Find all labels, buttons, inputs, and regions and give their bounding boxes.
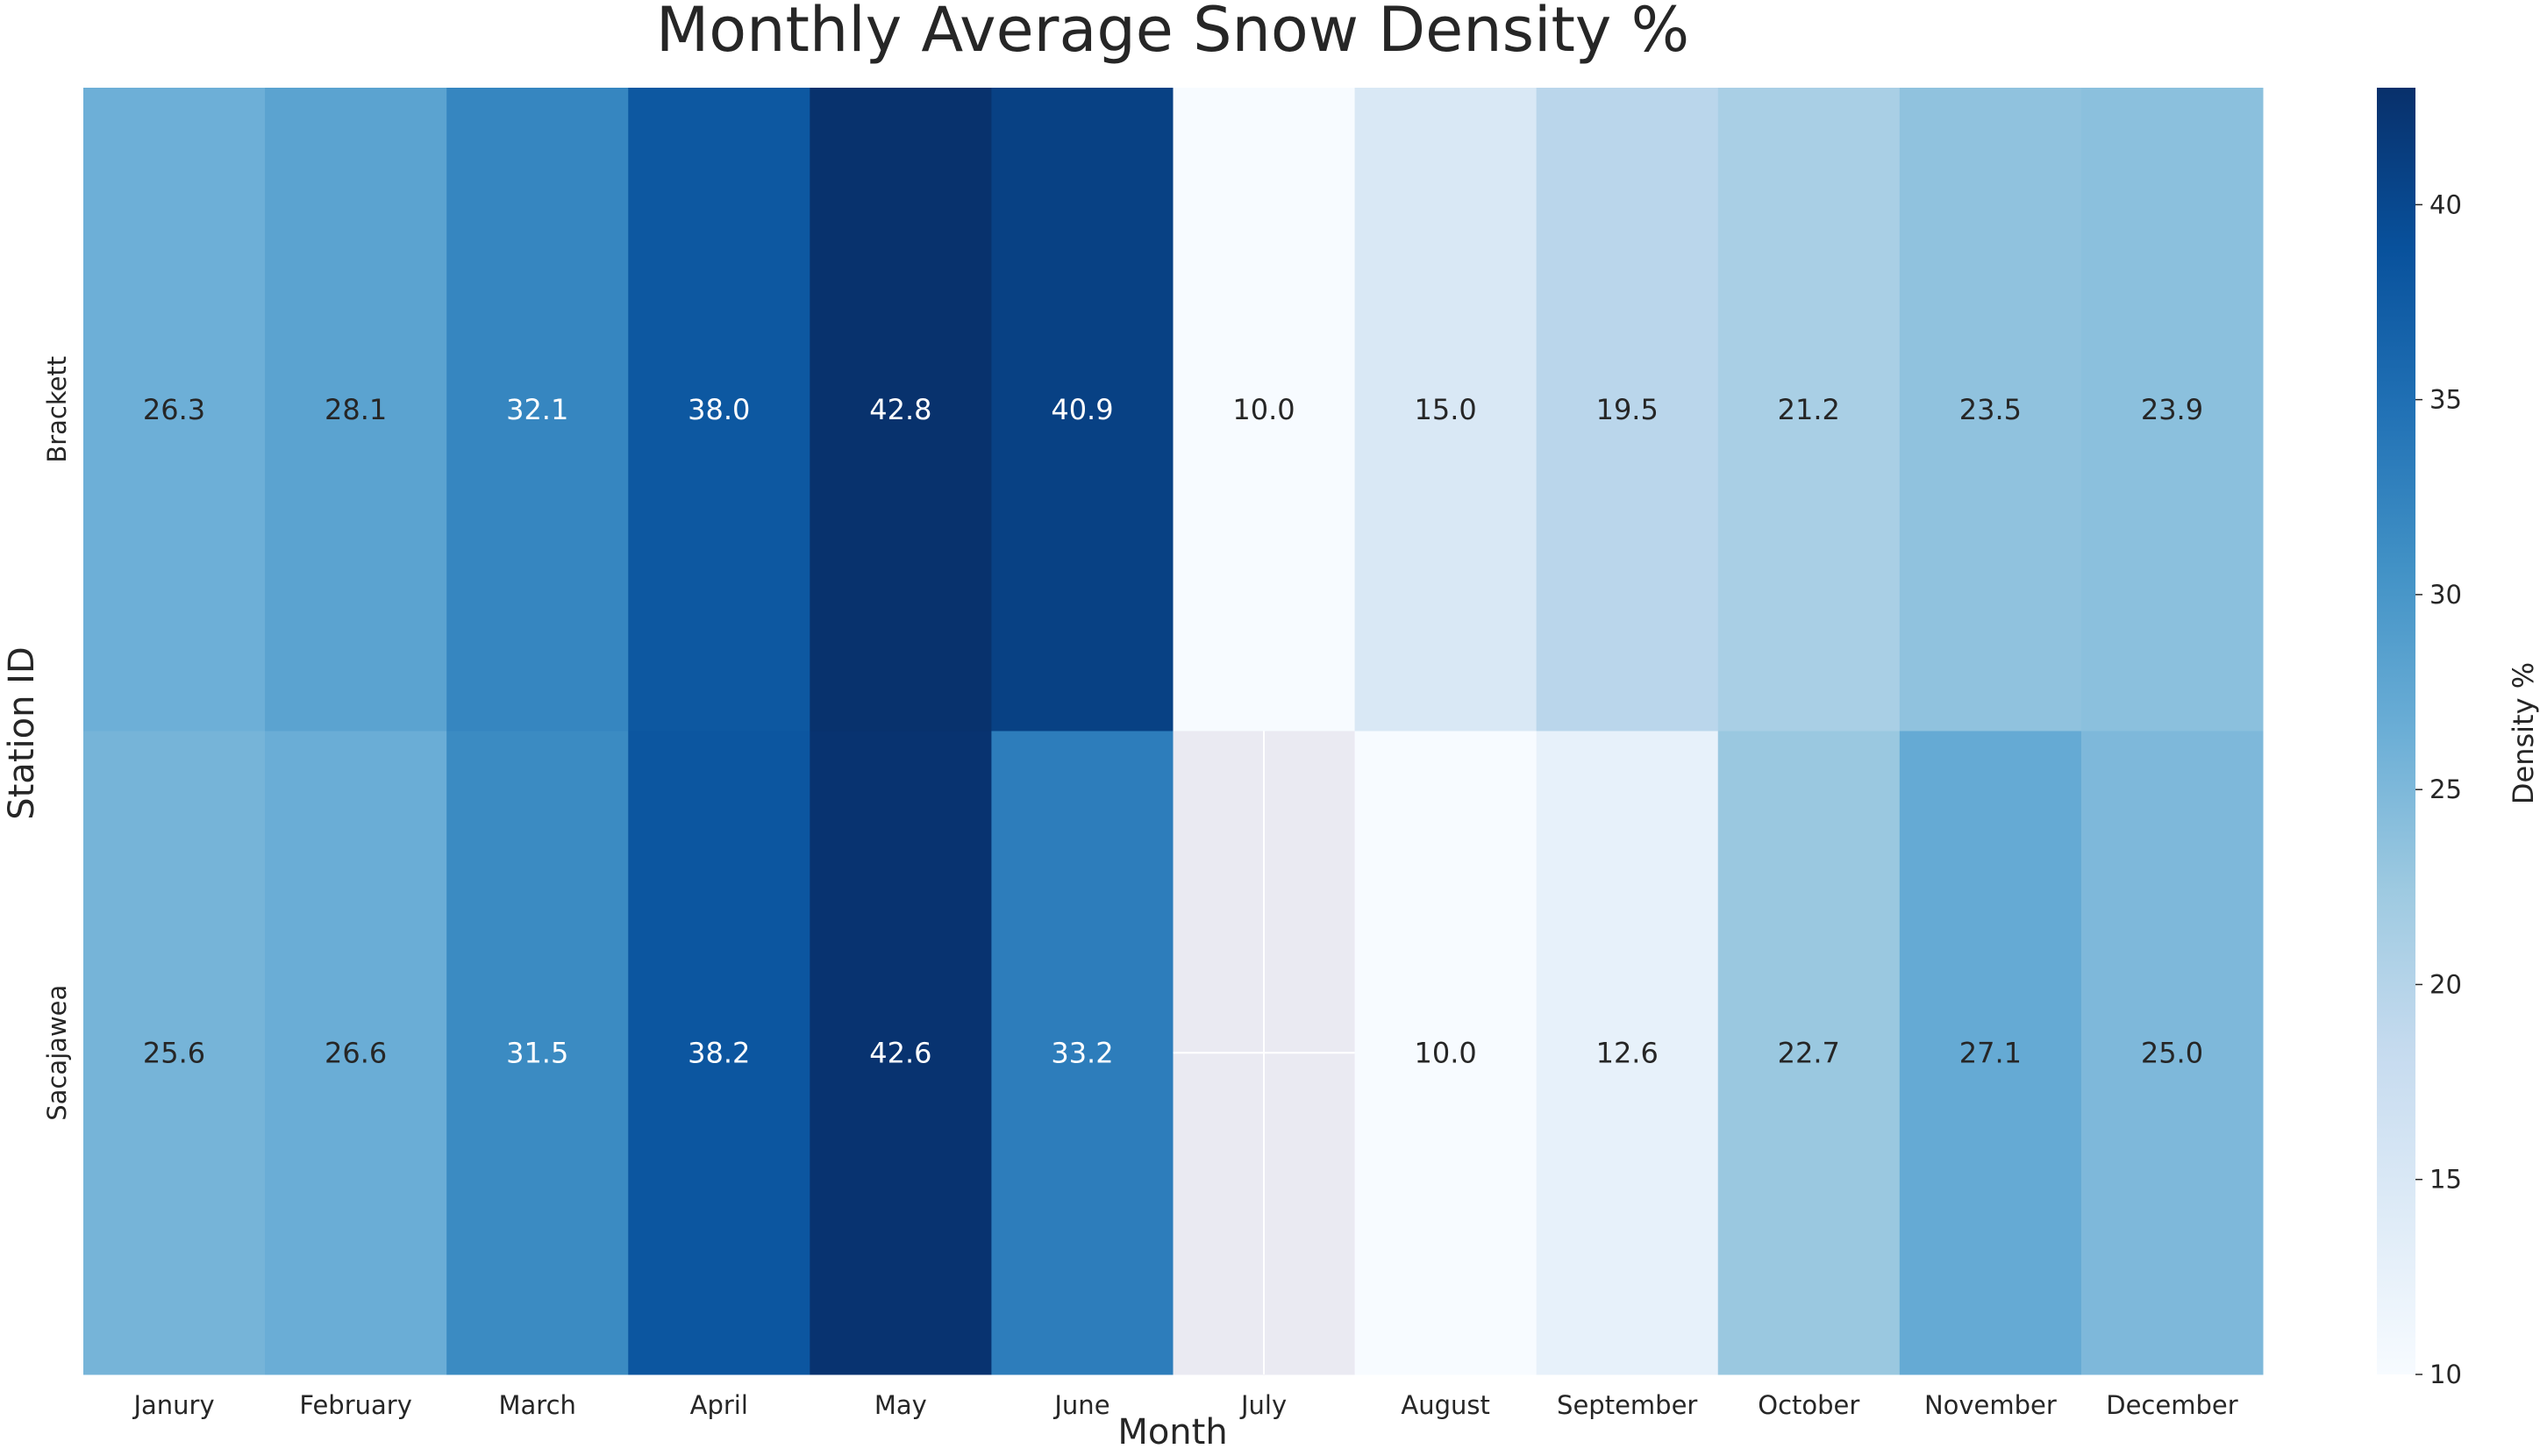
heatmap-cell (810, 88, 992, 732)
colorbar-label: Density % (2507, 662, 2540, 804)
x-tick-label: April (690, 1390, 748, 1420)
colorbar-tick-label: 35 (2429, 385, 2462, 415)
colorbar-tick-label: 25 (2429, 774, 2462, 804)
cell-value-label: 10.0 (1232, 393, 1295, 426)
heatmap-cell (628, 88, 810, 732)
x-axis-tick-labels: Janury February March April May June July Augus… (132, 1390, 2237, 1420)
heatmap-cells (83, 88, 2264, 1375)
colorbar-tick-label: 30 (2429, 580, 2462, 610)
cell-value-label: 40.9 (1051, 393, 1113, 426)
cell-value-label: 31.5 (506, 1036, 568, 1069)
y-tick-label: Brackett (42, 356, 72, 463)
cell-value-label: 33.2 (1051, 1036, 1113, 1069)
cell-value-label: 15.0 (1415, 393, 1477, 426)
heatmap-cell (991, 88, 1174, 732)
heatmap-cell (810, 731, 992, 1375)
x-tick-label: May (874, 1390, 927, 1420)
heatmap-cell (2080, 731, 2264, 1375)
cell-value-label: 25.0 (2141, 1036, 2203, 1069)
colorbar-ticks: 10 15 20 25 30 35 40 (2415, 189, 2462, 1389)
cell-value-label: 25.6 (143, 1036, 205, 1069)
heatmap-cell (2080, 88, 2264, 732)
cell-value-label: 23.5 (1959, 393, 2022, 426)
colorbar-tick-label: 15 (2429, 1165, 2462, 1195)
cell-value-label: 22.7 (1778, 1036, 1840, 1069)
x-tick-label: February (299, 1390, 412, 1420)
x-tick-label: July (1239, 1390, 1287, 1420)
y-tick-label: Sacajawea (42, 985, 72, 1121)
y-axis-label: Station ID (2, 646, 42, 820)
x-tick-label: October (1758, 1390, 1859, 1420)
colorbar-tick-label: 40 (2429, 189, 2462, 219)
colorbar-tick-label: 20 (2429, 969, 2462, 999)
heatmap-cell (265, 88, 447, 732)
colorbar-tick-label: 10 (2429, 1360, 2462, 1389)
cell-value-label: 23.9 (2141, 393, 2203, 426)
heatmap-cell (1354, 731, 1538, 1375)
heatmap-cell (83, 731, 266, 1375)
heatmap-cell (1536, 731, 1719, 1375)
heatmap-cell (446, 731, 629, 1375)
heatmap-cell (1717, 88, 1901, 732)
cell-value-label: 19.5 (1596, 393, 1659, 426)
heatmap-cell (1173, 88, 1356, 732)
cell-value-label: 27.1 (1959, 1036, 2022, 1069)
x-tick-label: September (1557, 1390, 1697, 1420)
y-axis-tick-labels: Brackett Sacajawea (42, 356, 72, 1121)
heatmap-cell (1717, 731, 1901, 1375)
heatmap-cell-labels: 26.3 28.1 32.1 38.0 42.8 40.9 10.0 15.0 19.5 21.2… (143, 393, 2203, 1070)
heatmap-cell (1899, 731, 2082, 1375)
cell-value-label: 32.1 (506, 393, 568, 426)
cell-value-label: 42.8 (869, 393, 931, 426)
cell-value-label: 38.2 (688, 1036, 750, 1069)
cell-value-label: 12.6 (1596, 1036, 1659, 1069)
chart-title: Monthly Average Snow Density % (656, 0, 1689, 66)
heatmap-cell (446, 88, 629, 732)
x-tick-label: June (1052, 1390, 1109, 1420)
heatmap-cell (1536, 88, 1719, 732)
cell-value-label: 38.0 (688, 393, 750, 426)
heatmap-cell (1899, 88, 2082, 732)
cell-value-label: 26.6 (325, 1036, 387, 1069)
colorbar (2377, 88, 2415, 1374)
x-tick-label: March (499, 1390, 576, 1420)
heatmap-cell (265, 731, 447, 1375)
x-tick-label: August (1401, 1390, 1490, 1420)
heatmap-cell (83, 88, 266, 732)
x-tick-label: Janury (132, 1390, 214, 1420)
cell-value-label: 28.1 (325, 393, 387, 426)
heatmap-cell (628, 731, 810, 1375)
heatmap-cell (1354, 88, 1538, 732)
heatmap-cell (991, 731, 1174, 1375)
cell-value-label: 21.2 (1778, 393, 1840, 426)
x-tick-label: December (2106, 1390, 2237, 1420)
cell-value-label: 42.6 (869, 1036, 931, 1069)
cell-value-label: 10.0 (1415, 1036, 1477, 1069)
x-axis-label: Month (1117, 1412, 1227, 1452)
x-tick-label: November (1924, 1390, 2057, 1420)
cell-value-label: 26.3 (143, 393, 205, 426)
